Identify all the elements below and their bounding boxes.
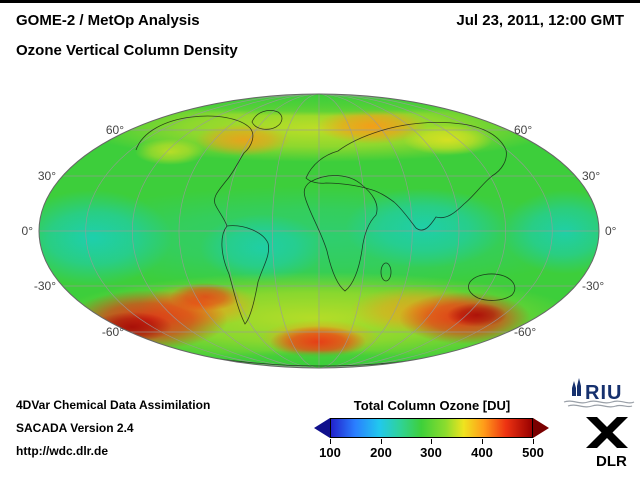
page-title-line1: GOME-2 / MetOp Analysis xyxy=(16,12,200,29)
colorbar: Total Column Ozone [DU] 100 200 300 400 … xyxy=(314,398,550,464)
tick-label-200: 200 xyxy=(370,445,392,460)
tick-mark-400 xyxy=(482,439,483,444)
colorbar-gradient xyxy=(330,418,533,438)
lat-label-right-60: 60° xyxy=(514,123,532,137)
timestamp: Jul 23, 2011, 12:00 GMT xyxy=(456,12,624,29)
ozone-field xyxy=(39,94,599,368)
page-title-line2: Ozone Vertical Column Density xyxy=(16,42,238,59)
colorbar-title: Total Column Ozone [DU] xyxy=(353,398,511,413)
colorbar-scale: 100 200 300 400 500 xyxy=(314,418,550,464)
lat-label-left-30: 30° xyxy=(38,169,56,183)
tick-label-500: 500 xyxy=(522,445,544,460)
tick-mark-500 xyxy=(533,439,534,444)
riu-text: RIU xyxy=(585,382,622,404)
dlr-emblem-icon xyxy=(586,417,628,448)
colorbar-under-range-arrow-icon xyxy=(314,418,330,438)
footer-assimilation: 4DVar Chemical Data Assimilation xyxy=(16,398,211,412)
map-outline xyxy=(38,93,600,369)
footer-version: SACADA Version 2.4 xyxy=(16,421,134,435)
riu-cathedral-icon xyxy=(572,378,581,396)
lat-label-right-m30: -30° xyxy=(582,279,604,293)
top-border xyxy=(0,0,640,3)
lat-label-right-0: 0° xyxy=(605,224,617,238)
tick-label-100: 100 xyxy=(319,445,341,460)
tick-label-300: 300 xyxy=(420,445,442,460)
lat-label-right-30: 30° xyxy=(582,169,600,183)
riu-waves-icon xyxy=(563,400,635,408)
dlr-text: DLR xyxy=(596,453,627,470)
colorbar-over-range-arrow-icon xyxy=(533,418,549,438)
tick-mark-200 xyxy=(381,439,382,444)
lat-label-left-m30: -30° xyxy=(34,279,56,293)
riu-logo: RIU xyxy=(563,378,635,408)
tick-mark-100 xyxy=(330,439,331,444)
lat-label-left-m60: -60° xyxy=(102,325,124,339)
latitude-labels: 60° 30° 0° -30° -60° 60° 30° 0° -30° -60… xyxy=(22,123,617,339)
footer-url: http://wdc.dlr.de xyxy=(16,444,108,458)
lat-label-left-0: 0° xyxy=(22,224,34,238)
tick-label-400: 400 xyxy=(471,445,493,460)
lat-label-left-60: 60° xyxy=(106,123,124,137)
lat-label-right-m60: -60° xyxy=(514,325,536,339)
dlr-logo: DLR xyxy=(586,417,628,470)
tick-mark-300 xyxy=(431,439,432,444)
graticule xyxy=(39,94,599,368)
